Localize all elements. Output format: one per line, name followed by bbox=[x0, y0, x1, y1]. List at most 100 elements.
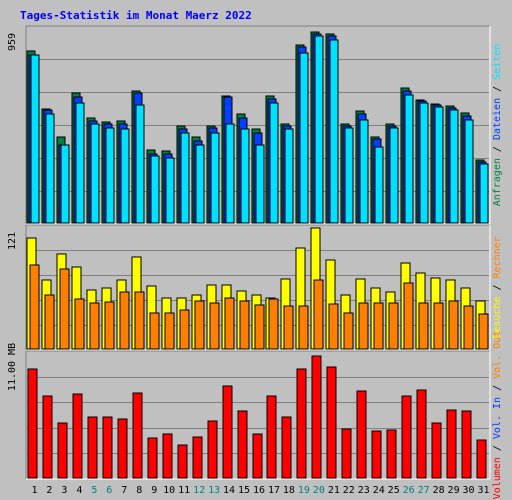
bar-volume-day-17 bbox=[266, 395, 277, 479]
x-tick-label: 3 bbox=[61, 485, 67, 496]
bar-sites-day-30 bbox=[463, 305, 474, 350]
bar-pages-day-4 bbox=[75, 102, 85, 224]
bar-pages-day-28 bbox=[434, 106, 444, 224]
bar-volume-day-26 bbox=[401, 395, 412, 479]
requests-legend-entry: / bbox=[492, 146, 503, 158]
bar-pages-day-10 bbox=[165, 157, 175, 224]
bar-volume-day-13 bbox=[207, 420, 218, 479]
x-tick-label: 15 bbox=[238, 485, 250, 496]
bar-pages-day-1 bbox=[30, 54, 40, 224]
bar-pages-day-24 bbox=[374, 146, 384, 224]
bar-volume-day-31 bbox=[476, 439, 487, 479]
bar-sites-day-20 bbox=[313, 279, 324, 350]
visits-axis-max-label: 121 bbox=[7, 232, 18, 250]
bar-pages-day-15 bbox=[240, 128, 250, 224]
x-tick-label: 14 bbox=[223, 485, 235, 496]
bar-sites-day-1 bbox=[29, 264, 40, 350]
bar-pages-day-23 bbox=[359, 119, 369, 224]
bar-pages-day-29 bbox=[449, 109, 459, 224]
bar-sites-day-28 bbox=[433, 302, 444, 350]
x-tick-label: 20 bbox=[313, 485, 325, 496]
x-tick-label: 19 bbox=[298, 485, 310, 496]
bar-volume-day-10 bbox=[162, 433, 173, 479]
requests-legend: Anfragen / Dateien / Seiten bbox=[492, 44, 503, 207]
visits-legend-entry: Rechner bbox=[492, 236, 503, 284]
volume-panel bbox=[25, 350, 491, 480]
bar-sites-day-31 bbox=[478, 313, 489, 350]
bar-volume-day-9 bbox=[147, 437, 158, 479]
visits-panel bbox=[25, 224, 491, 351]
x-tick-label: 4 bbox=[76, 485, 82, 496]
requests-axis-max-label: 959 bbox=[7, 33, 18, 51]
bar-pages-day-27 bbox=[419, 102, 429, 224]
bar-volume-day-3 bbox=[57, 422, 68, 479]
bar-pages-day-13 bbox=[210, 132, 220, 224]
bar-volume-day-5 bbox=[87, 416, 98, 479]
x-tick-label: 5 bbox=[91, 485, 97, 496]
x-tick-label: 27 bbox=[418, 485, 430, 496]
bar-sites-day-8 bbox=[134, 291, 145, 350]
bar-volume-day-20 bbox=[311, 355, 322, 479]
bar-sites-day-12 bbox=[194, 300, 205, 350]
bar-sites-day-23 bbox=[358, 302, 369, 350]
bar-pages-day-20 bbox=[314, 35, 324, 224]
x-tick-label: 22 bbox=[343, 485, 355, 496]
visits-legend-entry: Besuche bbox=[492, 297, 503, 339]
volume-legend: Volumen / Vol. In / Vol. Out bbox=[492, 331, 503, 500]
bar-sites-day-27 bbox=[418, 302, 429, 350]
bar-sites-day-7 bbox=[119, 291, 130, 350]
volume-legend-entry: / bbox=[492, 385, 503, 397]
bar-pages-day-31 bbox=[479, 163, 489, 224]
bar-pages-day-9 bbox=[150, 155, 160, 224]
bar-sites-day-21 bbox=[328, 303, 339, 350]
bar-pages-day-18 bbox=[284, 128, 294, 224]
bar-volume-day-30 bbox=[461, 410, 472, 479]
bar-pages-day-8 bbox=[135, 104, 145, 224]
x-tick-label: 1 bbox=[31, 485, 37, 496]
requests-legend-entry: Seiten bbox=[492, 44, 503, 86]
bar-volume-day-11 bbox=[177, 444, 188, 479]
bar-volume-day-1 bbox=[27, 368, 38, 479]
bar-sites-day-6 bbox=[104, 301, 115, 350]
volume-legend-entry: Volumen bbox=[492, 457, 503, 499]
bar-sites-day-16 bbox=[254, 304, 265, 350]
bar-sites-day-9 bbox=[149, 312, 160, 350]
bar-pages-day-3 bbox=[60, 144, 70, 224]
bar-volume-day-27 bbox=[416, 389, 427, 479]
bar-volume-day-18 bbox=[281, 416, 292, 479]
x-tick-label: 26 bbox=[403, 485, 415, 496]
x-tick-label: 28 bbox=[433, 485, 445, 496]
bar-sites-day-15 bbox=[239, 300, 250, 350]
x-tick-label: 21 bbox=[328, 485, 340, 496]
bar-volume-day-14 bbox=[222, 385, 233, 479]
volume-legend-entry: Vol. Out bbox=[492, 331, 503, 385]
bar-sites-day-18 bbox=[283, 305, 294, 350]
bar-volume-day-29 bbox=[446, 409, 457, 479]
volume-legend-entry: Vol. In bbox=[492, 397, 503, 445]
x-tick-label: 24 bbox=[373, 485, 385, 496]
bar-volume-day-6 bbox=[102, 416, 113, 479]
requests-panel bbox=[25, 25, 491, 225]
bar-pages-day-12 bbox=[195, 144, 205, 224]
bar-sites-day-10 bbox=[164, 312, 175, 350]
requests-legend-entry: / bbox=[492, 86, 503, 98]
bar-pages-day-2 bbox=[45, 113, 55, 224]
bar-volume-day-25 bbox=[386, 429, 397, 479]
requests-legend-entry: Dateien bbox=[492, 98, 503, 146]
x-tick-label: 23 bbox=[358, 485, 370, 496]
bar-sites-day-4 bbox=[74, 298, 85, 350]
x-tick-label: 31 bbox=[477, 485, 489, 496]
bar-pages-day-16 bbox=[255, 144, 265, 224]
x-tick-label: 12 bbox=[193, 485, 205, 496]
x-tick-label: 10 bbox=[163, 485, 175, 496]
bar-volume-day-23 bbox=[356, 390, 367, 479]
bar-sites-day-13 bbox=[209, 302, 220, 350]
bar-pages-day-11 bbox=[180, 132, 190, 224]
bar-volume-day-24 bbox=[371, 430, 382, 479]
volume-axis-max-label: 11.00 MB bbox=[7, 343, 18, 391]
x-tick-label: 9 bbox=[151, 485, 157, 496]
bar-pages-day-6 bbox=[105, 127, 115, 224]
bar-volume-day-4 bbox=[72, 393, 83, 479]
